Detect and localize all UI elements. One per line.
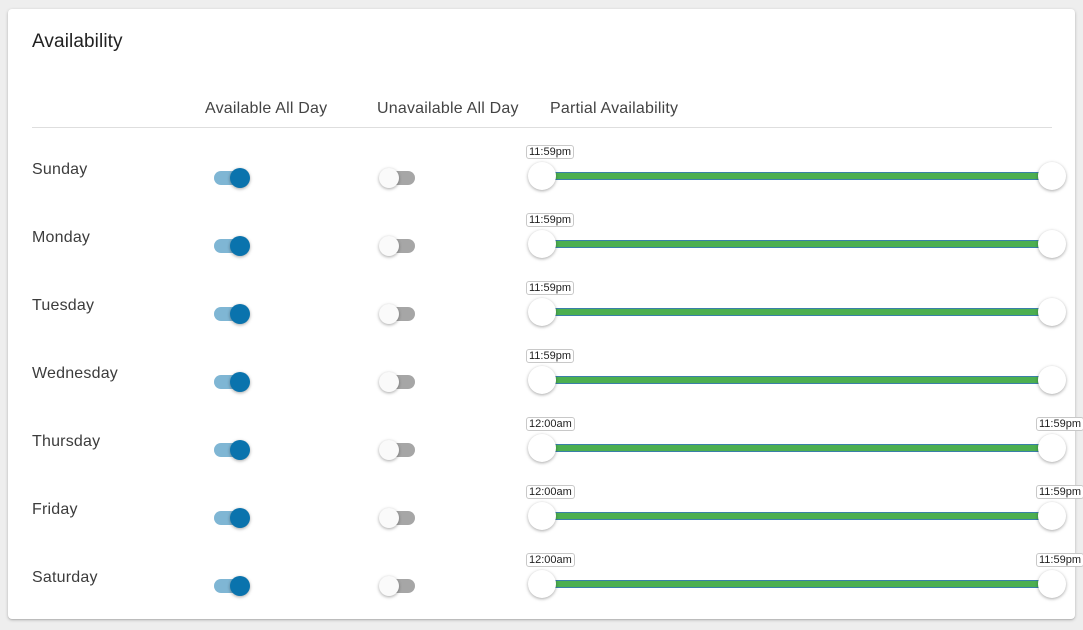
slider-start-handle[interactable]: [528, 570, 556, 598]
slider-start-time-label: 12:00am: [526, 553, 575, 567]
slider-start-handle[interactable]: [528, 366, 556, 394]
partial-availability-slider[interactable]: 11:59pm: [526, 212, 1078, 280]
slider-start-time-label: 11:59pm: [526, 281, 574, 295]
day-row-wednesday: Wednesday 11:59pm: [8, 348, 1075, 416]
slider-start-time-label: 11:59pm: [526, 349, 574, 363]
slider-end-handle[interactable]: [1038, 366, 1066, 394]
available-all-day-toggle[interactable]: [213, 304, 251, 324]
slider-range-track[interactable]: [542, 376, 1052, 384]
header-available-all-day: Available All Day: [205, 100, 328, 117]
day-row-thursday: Thursday 12:00am 11:59pm: [8, 416, 1083, 484]
available-all-day-toggle[interactable]: [213, 508, 251, 528]
header-unavailable-all-day: Unavailable All Day: [377, 100, 519, 117]
slider-start-time-label: 11:59pm: [526, 145, 574, 159]
slider-end-handle[interactable]: [1038, 230, 1066, 258]
toggle-knob: [379, 508, 399, 528]
toggle-knob: [379, 236, 399, 256]
unavailable-all-day-toggle[interactable]: [379, 440, 418, 460]
slider-end-handle[interactable]: [1038, 298, 1066, 326]
day-label: Tuesday: [32, 297, 95, 314]
unavailable-all-day-toggle[interactable]: [379, 576, 418, 596]
slider-range-track[interactable]: [542, 444, 1052, 452]
slider-end-handle[interactable]: [1038, 162, 1066, 190]
day-label: Sunday: [32, 161, 88, 178]
partial-availability-slider[interactable]: 12:00am 11:59pm: [526, 484, 1083, 552]
card-title: Availability: [32, 31, 123, 52]
day-label: Saturday: [32, 569, 98, 586]
slider-range-track[interactable]: [542, 580, 1052, 588]
toggle-knob: [230, 236, 250, 256]
day-row-sunday: Sunday 11:59pm: [8, 144, 1075, 212]
slider-end-time-label: 11:59pm: [1036, 417, 1083, 431]
day-label: Monday: [32, 229, 91, 246]
unavailable-all-day-toggle[interactable]: [379, 168, 418, 188]
day-label: Wednesday: [32, 365, 119, 382]
available-all-day-toggle[interactable]: [213, 168, 251, 188]
slider-end-time-label: 11:59pm: [1036, 553, 1083, 567]
partial-availability-slider[interactable]: 11:59pm: [526, 144, 1078, 212]
header-partial-availability: Partial Availability: [550, 100, 679, 117]
day-label: Friday: [32, 501, 78, 518]
toggle-knob: [230, 168, 250, 188]
slider-end-handle[interactable]: [1038, 502, 1066, 530]
available-all-day-toggle[interactable]: [213, 576, 251, 596]
toggle-knob: [230, 372, 250, 392]
slider-start-handle[interactable]: [528, 298, 556, 326]
slider-start-handle[interactable]: [528, 434, 556, 462]
toggle-knob: [379, 168, 399, 188]
slider-end-handle[interactable]: [1038, 570, 1066, 598]
availability-card: Availability Available All Day Unavailab…: [8, 9, 1083, 620]
toggle-knob: [379, 576, 399, 596]
partial-availability-slider[interactable]: 12:00am 11:59pm: [526, 552, 1083, 620]
header-divider: [32, 127, 1052, 128]
unavailable-all-day-toggle[interactable]: [379, 304, 418, 324]
toggle-knob: [379, 372, 399, 392]
day-row-friday: Friday 12:00am 11:59pm: [8, 484, 1083, 552]
slider-range-track[interactable]: [542, 172, 1052, 180]
toggle-knob: [230, 508, 250, 528]
slider-start-time-label: 12:00am: [526, 485, 575, 499]
day-row-tuesday: Tuesday 11:59pm: [8, 280, 1075, 348]
slider-range-track[interactable]: [542, 512, 1052, 520]
slider-start-time-label: 12:00am: [526, 417, 575, 431]
toggle-knob: [230, 576, 250, 596]
slider-end-time-label: 11:59pm: [1036, 485, 1083, 499]
toggle-knob: [379, 440, 399, 460]
day-label: Thursday: [32, 433, 101, 450]
toggle-knob: [379, 304, 399, 324]
partial-availability-slider[interactable]: 11:59pm: [526, 348, 1078, 416]
slider-start-time-label: 11:59pm: [526, 213, 574, 227]
unavailable-all-day-toggle[interactable]: [379, 508, 418, 528]
day-row-monday: Monday 11:59pm: [8, 212, 1075, 280]
slider-start-handle[interactable]: [528, 502, 556, 530]
slider-start-handle[interactable]: [528, 162, 556, 190]
available-all-day-toggle[interactable]: [213, 236, 251, 256]
slider-start-handle[interactable]: [528, 230, 556, 258]
slider-range-track[interactable]: [542, 240, 1052, 248]
partial-availability-slider[interactable]: 11:59pm: [526, 280, 1078, 348]
slider-range-track[interactable]: [542, 308, 1052, 316]
toggle-knob: [230, 304, 250, 324]
available-all-day-toggle[interactable]: [213, 372, 251, 392]
available-all-day-toggle[interactable]: [213, 440, 251, 460]
day-row-saturday: Saturday 12:00am 11:59pm: [8, 552, 1083, 620]
toggle-knob: [230, 440, 250, 460]
unavailable-all-day-toggle[interactable]: [379, 236, 418, 256]
slider-end-handle[interactable]: [1038, 434, 1066, 462]
partial-availability-slider[interactable]: 12:00am 11:59pm: [526, 416, 1083, 484]
unavailable-all-day-toggle[interactable]: [379, 372, 418, 392]
